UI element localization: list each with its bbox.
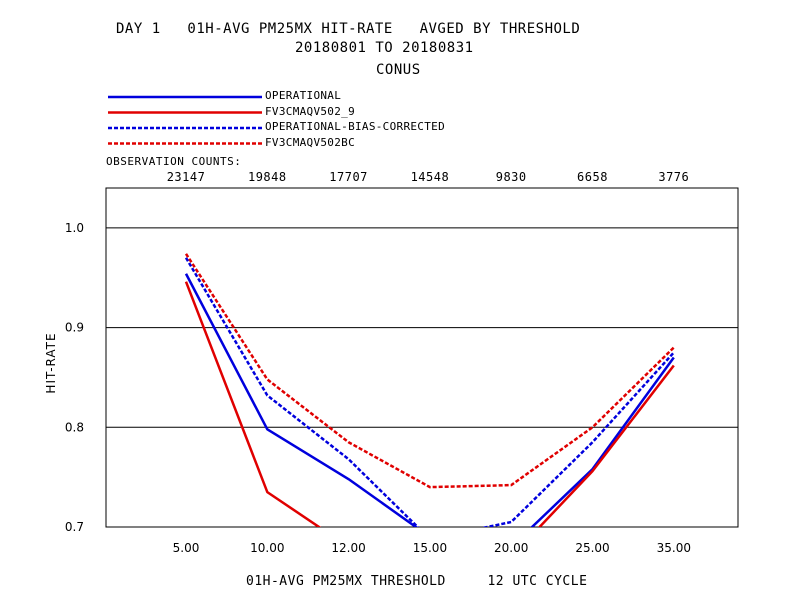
y-tick-label: 0.7	[65, 520, 84, 534]
series-line-4	[184, 253, 675, 489]
legend-label: FV3CMAQV502BC	[265, 135, 355, 149]
legend-label: OPERATIONAL-BIAS-CORRECTED	[265, 120, 445, 133]
y-tick-label: 0.8	[65, 420, 84, 434]
x-axis-label: 01H-AVG PM25MX THRESHOLD 12 UTC CYCLE	[246, 574, 588, 589]
observation-counts-label: OBSERVATION COUNTS:	[106, 155, 242, 168]
observation-count: 23147	[166, 170, 206, 184]
series-line-2	[184, 281, 675, 527]
x-tick-label: 35.00	[657, 541, 691, 555]
chart-title-line3: CONUS	[376, 62, 421, 78]
x-tick-label: 12.00	[331, 541, 365, 555]
x-tick-label: 10.00	[250, 541, 284, 555]
series-line-3	[184, 257, 675, 527]
x-tick-label: 15.00	[413, 541, 447, 555]
chart-title-line1: DAY 1 01H-AVG PM25MX HIT-RATE AVGED BY T…	[116, 21, 581, 37]
observation-count: 14548	[410, 170, 450, 184]
observation-count: 6658	[577, 170, 608, 184]
legend-label: FV3CMAQV502_9	[265, 104, 355, 118]
x-tick-label: 25.00	[575, 541, 609, 555]
observation-count: 19848	[247, 170, 287, 184]
x-tick-label: 20.00	[494, 541, 528, 555]
series-line-1	[184, 273, 675, 527]
observation-count: 17707	[329, 170, 368, 184]
chart-title-line2: 20180801 TO 20180831	[295, 40, 474, 56]
observation-count: 3776	[658, 170, 690, 184]
observation-count: 9830	[495, 170, 527, 184]
y-tick-label: 1.0	[65, 221, 84, 235]
series-group	[184, 253, 675, 527]
plot-frame	[105, 187, 739, 528]
x-tick-label: 5.00	[173, 541, 200, 555]
y-axis-label: HIT-RATE	[44, 332, 58, 393]
y-tick-label: 0.9	[65, 321, 84, 335]
legend-label: OPERATIONAL	[265, 89, 342, 102]
